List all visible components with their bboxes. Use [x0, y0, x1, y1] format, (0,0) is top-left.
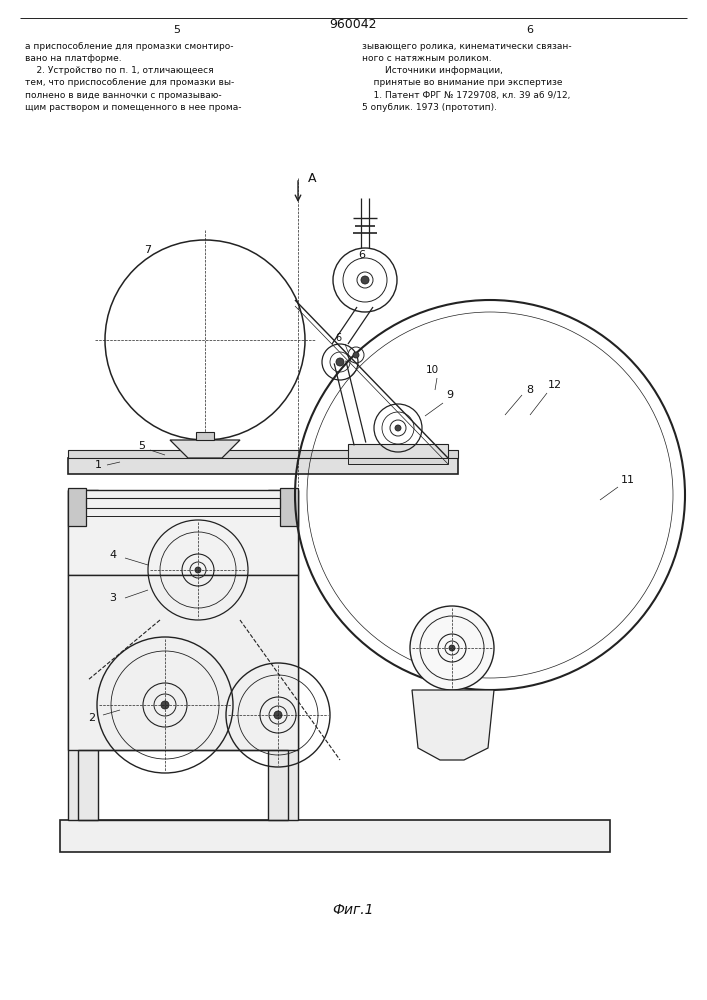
Circle shape — [395, 425, 401, 431]
Circle shape — [353, 352, 359, 358]
Text: 960042: 960042 — [329, 18, 377, 31]
Text: 4: 4 — [110, 550, 117, 560]
Text: 6: 6 — [527, 25, 534, 35]
Circle shape — [195, 567, 201, 573]
Bar — [268, 490, 298, 820]
Text: 10: 10 — [426, 365, 438, 375]
Text: зывающего ролика, кинематически связан-
ного с натяжным роликом.
        Источни: зывающего ролика, кинематически связан- … — [362, 42, 572, 112]
Bar — [68, 458, 458, 474]
Text: 7: 7 — [144, 245, 151, 255]
Bar — [348, 458, 448, 464]
Circle shape — [336, 358, 344, 366]
Text: Фиг.1: Фиг.1 — [332, 903, 374, 917]
Text: 11: 11 — [621, 475, 635, 485]
Bar — [86, 498, 280, 508]
Bar — [68, 490, 298, 575]
Bar — [60, 820, 610, 852]
Bar — [68, 488, 86, 526]
Text: 2: 2 — [88, 713, 95, 723]
Text: 5: 5 — [139, 441, 146, 451]
Bar — [86, 508, 280, 516]
Bar — [68, 490, 98, 820]
Text: 12: 12 — [548, 380, 562, 390]
Bar — [348, 444, 448, 458]
Circle shape — [449, 645, 455, 651]
Bar — [280, 488, 298, 526]
Bar — [196, 432, 214, 440]
Circle shape — [161, 701, 169, 709]
Text: 3: 3 — [110, 593, 117, 603]
Text: A: A — [308, 172, 316, 184]
Bar — [78, 750, 288, 820]
Bar — [68, 450, 458, 458]
Text: 6: 6 — [335, 333, 341, 343]
Circle shape — [410, 606, 494, 690]
Text: 5: 5 — [173, 25, 180, 35]
Circle shape — [361, 276, 369, 284]
Text: 1: 1 — [95, 460, 102, 470]
Polygon shape — [412, 690, 494, 760]
Text: а приспособление для промазки смонтиро-
вано на платформе.
    2. Устройство по : а приспособление для промазки смонтиро- … — [25, 42, 242, 112]
Text: 9: 9 — [446, 390, 454, 400]
Circle shape — [274, 711, 282, 719]
Polygon shape — [170, 440, 240, 458]
Text: 6: 6 — [358, 250, 366, 260]
Text: 8: 8 — [527, 385, 534, 395]
Bar — [68, 575, 298, 750]
